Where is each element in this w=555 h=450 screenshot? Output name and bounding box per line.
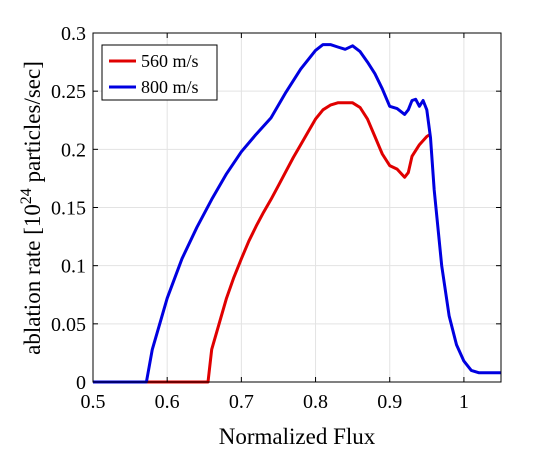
legend-label-800: 800 m/s <box>141 77 199 97</box>
x-tick-label: 0.8 <box>303 391 328 413</box>
legend-label-560: 560 m/s <box>141 51 199 71</box>
x-tick-label: 1 <box>459 391 469 413</box>
legend-box <box>101 44 218 101</box>
y-tick-label: 0.2 <box>61 139 86 161</box>
ticks: 0.5 0.6 0.7 0.8 0.9 1 0 0.05 0.1 0.15 0.2 0.25 0.3 <box>51 23 501 413</box>
x-tick-label: 0.9 <box>377 391 402 413</box>
x-tick-label: 0.6 <box>155 391 180 413</box>
series-line-800-m-s <box>93 43 501 384</box>
x-tick-label: 0.5 <box>81 391 106 413</box>
series-line-560-m-s <box>93 101 432 384</box>
y-axis-label-exponent: 24 <box>18 188 35 204</box>
series-layer <box>93 43 501 384</box>
y-axis-label: ablation rate [1024 particles/sec] <box>18 61 45 355</box>
y-tick-label: 0.25 <box>51 81 86 103</box>
x-tick-label: 0.7 <box>229 391 254 413</box>
y-tick-label: 0.05 <box>51 314 86 336</box>
y-tick-label: 0.3 <box>61 23 86 45</box>
legend: 560 m/s 800 m/s <box>101 44 218 101</box>
y-tick-label: 0.1 <box>61 256 86 278</box>
y-axis-label-main: ablation rate [10 <box>20 204 45 355</box>
y-tick-label: 0 <box>76 372 86 394</box>
x-axis-label: Normalized Flux <box>219 424 376 449</box>
y-tick-label: 0.15 <box>51 198 86 220</box>
y-axis-label-tail: particles/sec] <box>20 61 45 188</box>
